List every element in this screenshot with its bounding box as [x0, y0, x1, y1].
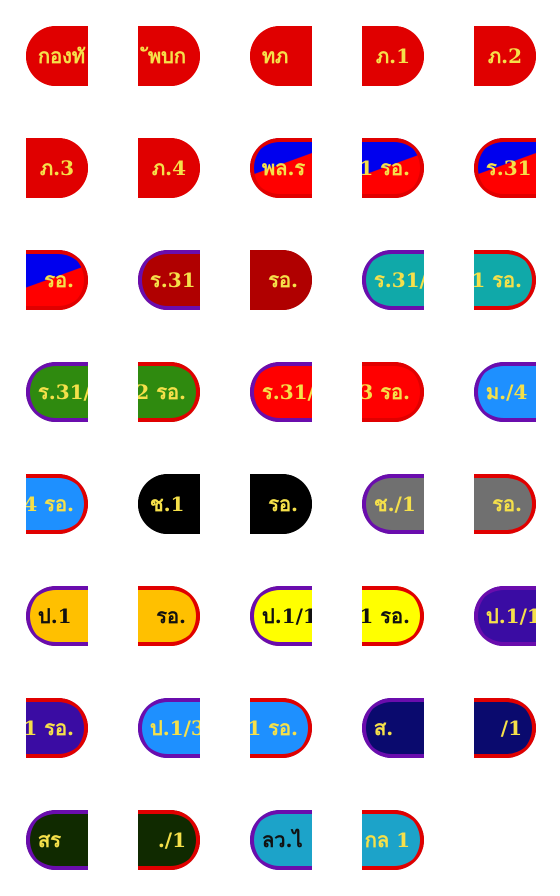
sticker-label: 1 รอ. — [26, 716, 74, 740]
sticker-tile[interactable]: ส. — [362, 698, 424, 758]
sticker-tile[interactable]: ร.31 — [138, 250, 200, 310]
sticker-label: ร.31 — [150, 268, 196, 292]
sticker-label: 4 รอ. — [26, 492, 74, 516]
sticker-label: ลว.ไ — [262, 828, 303, 852]
sticker-label: รอ. — [268, 268, 298, 292]
sticker-label: ป.1/3 — [150, 716, 200, 740]
sticker-tile[interactable]: ร.31/ — [362, 250, 424, 310]
sticker-tile[interactable]: ร.31 — [474, 138, 536, 198]
sticker-tile[interactable]: ช.1 — [138, 474, 200, 534]
sticker-label: ม./4 — [486, 380, 528, 404]
sticker-label: ภ.2 — [487, 44, 522, 68]
sticker-tile[interactable]: พล.ร — [250, 138, 312, 198]
sticker-label: ส. — [374, 716, 394, 740]
sticker-label: 1 รอ. — [474, 268, 522, 292]
sticker-label: ภ.1 — [375, 44, 410, 68]
sticker-tile[interactable]: ร.31/2 — [26, 362, 88, 422]
sticker-label: ภ.4 — [151, 156, 186, 180]
sticker-label: /1 — [500, 716, 522, 740]
sticker-tile[interactable]: 3 รอ. — [362, 362, 424, 422]
sticker-label: ภ.3 — [39, 156, 74, 180]
sticker-label: ป.1/1 — [262, 604, 312, 628]
sticker-tile[interactable]: กองทั — [26, 26, 88, 86]
sticker-label: กล 1 — [364, 828, 410, 852]
sticker-label: รอ. — [268, 492, 298, 516]
sticker-label: ัพบก — [148, 44, 186, 68]
sticker-tile[interactable]: 4 รอ. — [26, 474, 88, 534]
sticker-label: ร.31/3 — [262, 380, 312, 404]
sticker-tile[interactable]: รอ. — [250, 474, 312, 534]
sticker-label: 3 รอ. — [362, 380, 410, 404]
sticker-label: ช./1 — [374, 492, 416, 516]
sticker-label: กองทั — [38, 44, 86, 68]
sticker-label: รอ. — [492, 492, 522, 516]
sticker-tile[interactable]: รอ. — [474, 474, 536, 534]
sticker-label: 1 รอ. — [362, 604, 410, 628]
sticker-tile[interactable]: ม./4 — [474, 362, 536, 422]
sticker-tile[interactable]: สร — [26, 810, 88, 870]
sticker-tile[interactable]: กล 1 — [362, 810, 424, 870]
sticker-tile[interactable]: ภ.3 — [26, 138, 88, 198]
sticker-tile[interactable]: รอ. — [250, 250, 312, 310]
sticker-tile[interactable]: ช./1 — [362, 474, 424, 534]
sticker-label: ทภ — [262, 44, 289, 68]
sticker-tile[interactable]: ป.1/1 — [250, 586, 312, 646]
sticker-tile[interactable]: ป.1/1 — [474, 586, 536, 646]
sticker-tile[interactable]: 1 รอ. — [474, 250, 536, 310]
sticker-label: ช.1 — [150, 492, 185, 516]
sticker-tile[interactable]: ลว.ไ — [250, 810, 312, 870]
sticker-tile[interactable]: 1 รอ. — [362, 586, 424, 646]
sticker-label: ./1 — [157, 828, 186, 852]
sticker-tile[interactable]: ภ.4 — [138, 138, 200, 198]
sticker-tile[interactable]: 1 รอ. — [26, 698, 88, 758]
sticker-tile[interactable]: ร.31/3 — [250, 362, 312, 422]
sticker-label: พล.ร — [262, 156, 306, 180]
sticker-label: รอ. — [156, 604, 186, 628]
sticker-tile[interactable]: ัพบก — [138, 26, 200, 86]
sticker-tile[interactable]: 1 รอ. — [250, 698, 312, 758]
sticker-tile[interactable]: ./1 — [138, 810, 200, 870]
sticker-tile[interactable]: ร.1 รอ. — [362, 138, 424, 198]
sticker-tile[interactable]: รอ. — [26, 250, 88, 310]
sticker-tile[interactable]: 2 รอ. — [138, 362, 200, 422]
sticker-label: ร.31/2 — [38, 380, 88, 404]
sticker-label: ร.31 — [486, 156, 532, 180]
sticker-tile[interactable]: ป.1/3 — [138, 698, 200, 758]
sticker-label: รอ. — [44, 268, 74, 292]
sticker-label: ร.31/ — [374, 268, 424, 292]
sticker-label: ป.1 — [38, 604, 72, 628]
sticker-label: 1 รอ. — [250, 716, 298, 740]
sticker-label: 2 รอ. — [138, 380, 186, 404]
sticker-label: ป.1/1 — [486, 604, 536, 628]
sticker-label: สร — [38, 828, 61, 852]
sticker-tile[interactable]: ป.1 — [26, 586, 88, 646]
sticker-tile[interactable]: รอ. — [138, 586, 200, 646]
sticker-tile[interactable]: ภ.1 — [362, 26, 424, 86]
sticker-tile[interactable]: /1 — [474, 698, 536, 758]
sticker-tile[interactable]: ภ.2 — [474, 26, 536, 86]
sticker-tile[interactable]: ทภ — [250, 26, 312, 86]
sticker-label: ร.1 รอ. — [362, 156, 410, 180]
